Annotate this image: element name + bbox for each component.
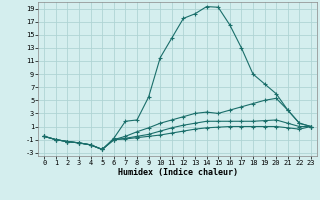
X-axis label: Humidex (Indice chaleur): Humidex (Indice chaleur) xyxy=(118,168,238,177)
